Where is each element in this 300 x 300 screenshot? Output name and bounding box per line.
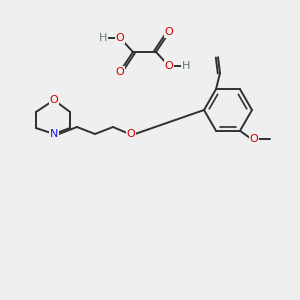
Text: H: H xyxy=(99,33,107,43)
Text: N: N xyxy=(50,129,58,139)
Text: O: O xyxy=(165,27,173,37)
Text: O: O xyxy=(250,134,258,144)
Text: O: O xyxy=(116,67,124,77)
Text: O: O xyxy=(50,95,58,105)
Text: O: O xyxy=(127,129,135,139)
Text: O: O xyxy=(165,61,173,71)
Text: H: H xyxy=(182,61,190,71)
Text: O: O xyxy=(116,33,124,43)
